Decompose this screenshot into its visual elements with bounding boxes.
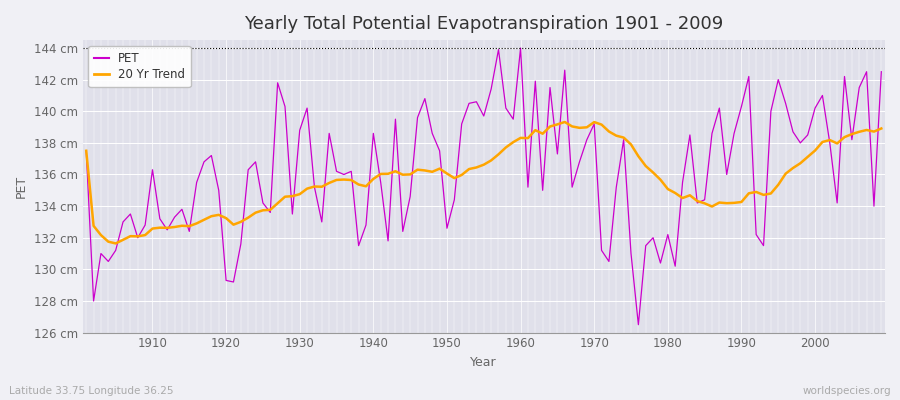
Legend: PET, 20 Yr Trend: PET, 20 Yr Trend — [88, 46, 191, 87]
X-axis label: Year: Year — [471, 356, 497, 369]
Y-axis label: PET: PET — [15, 175, 28, 198]
Title: Yearly Total Potential Evapotranspiration 1901 - 2009: Yearly Total Potential Evapotranspiratio… — [244, 15, 724, 33]
Text: worldspecies.org: worldspecies.org — [803, 386, 891, 396]
Text: Latitude 33.75 Longitude 36.25: Latitude 33.75 Longitude 36.25 — [9, 386, 174, 396]
